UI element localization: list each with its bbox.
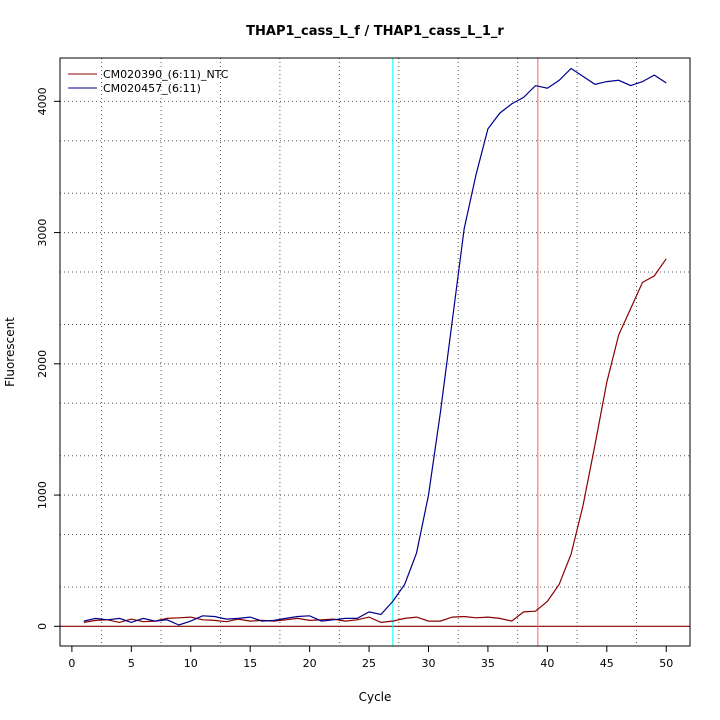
x-tick-label: 45 [600, 657, 614, 670]
x-tick-label: 0 [68, 657, 75, 670]
x-tick-label: 20 [303, 657, 317, 670]
x-tick-label: 15 [243, 657, 257, 670]
x-tick-label: 40 [540, 657, 554, 670]
series-line-ntc [83, 258, 667, 624]
y-tick-label: 1000 [36, 481, 49, 509]
grid-lines [60, 58, 690, 646]
chart-title: THAP1_cass_L_f / THAP1_cass_L_1_r [246, 24, 504, 39]
x-axis-title: Cycle [359, 690, 392, 704]
x-axis: 0 5 10 15 20 25 30 35 40 45 50 [68, 646, 673, 670]
y-tick-label: 0 [36, 623, 49, 630]
x-tick-label: 35 [481, 657, 495, 670]
y-tick-label: 4000 [36, 87, 49, 115]
y-tick-label: 2000 [36, 350, 49, 378]
plot-frame [59, 57, 691, 647]
x-tick-label: 30 [421, 657, 435, 670]
x-tick-label: 10 [184, 657, 198, 670]
x-tick-label: 25 [362, 657, 376, 670]
series-line-sample [83, 67, 667, 626]
series-lines [83, 67, 667, 626]
reference-lines [60, 58, 690, 646]
y-axis: 0 1000 2000 3000 4000 [36, 87, 60, 630]
legend-label-ntc: CM020390_(6:11)_NTC [103, 68, 229, 81]
legend: CM020390_(6:11)_NTC CM020457_(6:11) [68, 68, 229, 95]
y-axis-title: Fluorescent [3, 317, 17, 387]
y-tick-label: 3000 [36, 219, 49, 247]
legend-label-sample: CM020457_(6:11) [103, 82, 201, 95]
x-tick-label: 50 [659, 657, 673, 670]
x-tick-label: 5 [128, 657, 135, 670]
